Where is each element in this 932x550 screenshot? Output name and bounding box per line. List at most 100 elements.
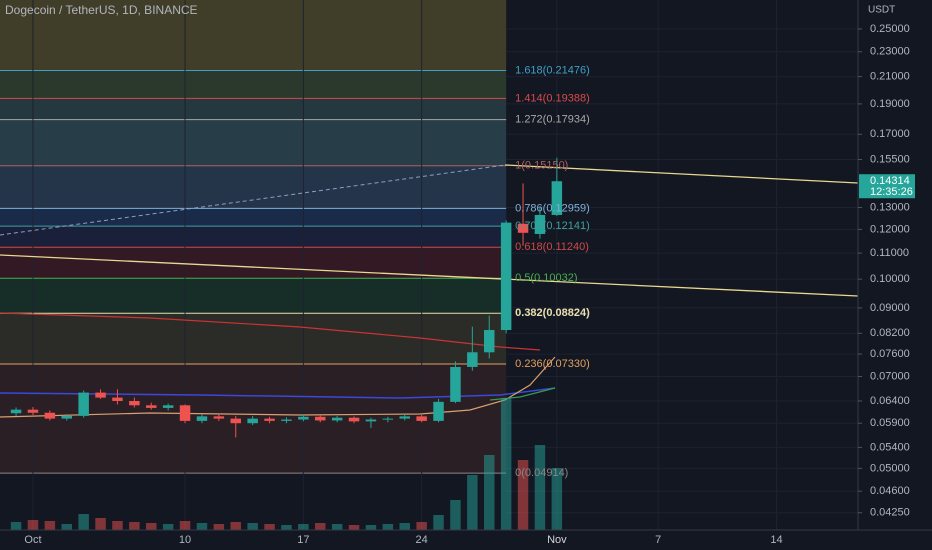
volume-bar [112, 521, 123, 530]
fib-trend [0, 164, 506, 236]
candle-body [10, 409, 22, 414]
x-tick-label: Nov [547, 534, 567, 546]
candle-body [433, 401, 444, 421]
volume-bar [264, 524, 275, 530]
y-tick-label: 0.23000 [870, 46, 910, 58]
fib-label: 0.382(0.08824) [515, 307, 590, 319]
x-tick-label: 7 [655, 534, 661, 546]
volume-bar [331, 524, 343, 530]
volume-bar [247, 523, 258, 530]
axes: 0.25000 0.23000 0.21000 0.19000 0.17000 0.155… [24, 23, 915, 546]
fib-labels: 1.618(0.21476) 1.414(0.19388) 1.272(0.1793… [515, 64, 590, 479]
candle-body [230, 418, 241, 424]
candle-body [27, 409, 39, 413]
candle-body [213, 416, 225, 419]
y-tick-label: 0.17000 [870, 128, 910, 140]
volume-bar [500, 398, 512, 530]
candle-body [129, 400, 140, 406]
candle-body [247, 418, 258, 424]
ma-red [0, 312, 541, 351]
candle-body [382, 418, 394, 420]
candle-body [416, 416, 427, 421]
candle-body [264, 418, 275, 421]
candle-body [517, 223, 529, 233]
volume-bar [517, 460, 529, 530]
fib-zone [0, 278, 507, 314]
volume-bar [61, 524, 72, 530]
volume-bar [230, 522, 241, 530]
candle-body [78, 392, 89, 416]
volume-bar [450, 500, 461, 530]
volume-bar [534, 445, 546, 530]
fib-label: 1.414(0.19388) [515, 92, 590, 104]
fib-label: 0.236(0.07330) [515, 358, 590, 370]
candle-body [196, 416, 208, 421]
volume-bar [484, 455, 495, 530]
candle-body [112, 397, 123, 401]
fib-zone [0, 70, 507, 99]
volume-bar [382, 524, 394, 530]
countdown: 12:35:26 [870, 186, 913, 198]
fib-label: 0.705(0.12141) [515, 220, 590, 232]
y-tick-label: 0.19000 [870, 98, 910, 110]
x-tick-label: 17 [297, 534, 309, 546]
y-tick-label: 0.06400 [870, 395, 910, 407]
candle-body [467, 352, 478, 367]
y-tick-label: 0.05400 [870, 441, 910, 453]
volume-bar [416, 522, 427, 530]
volume-bar [10, 522, 22, 530]
y-tick-label: 0.07000 [870, 370, 910, 382]
volume-bar [196, 523, 208, 530]
volume-bar [129, 522, 140, 530]
y-tick-label: 0.25000 [870, 23, 910, 35]
candle-body [399, 416, 410, 419]
fib-label: 0.618(0.11240) [515, 241, 589, 253]
y-tick-label: 0.04600 [870, 485, 910, 497]
candle-body [450, 366, 461, 402]
volume-bar [467, 475, 478, 530]
candle-body [348, 417, 360, 422]
axis-title: USDT [868, 5, 895, 16]
volume-bar [433, 515, 444, 530]
fib-zone [0, 98, 507, 120]
candle-body [146, 405, 157, 408]
volume-bar [213, 524, 225, 530]
x-tick-label: 10 [179, 534, 191, 546]
y-tick-label: 0.08200 [870, 327, 910, 339]
candle-body [331, 417, 343, 421]
indicators [0, 164, 859, 418]
candle-body [298, 416, 309, 420]
price-axis [858, 0, 932, 550]
y-tick-label: 0.15500 [870, 153, 910, 165]
trend-line [0, 254, 859, 297]
volume-bar [315, 523, 326, 530]
y-tick-label: 0.21000 [870, 70, 910, 82]
ma-orange [0, 356, 556, 418]
y-tick-label: 0.07600 [870, 348, 910, 360]
volume [10, 398, 563, 530]
volume-bar [365, 525, 377, 530]
fib-label: 1(0.15150) [515, 160, 568, 172]
y-tick-label: 0.13000 [870, 201, 910, 213]
fib-zone [0, 165, 507, 209]
candle-body [551, 181, 563, 215]
candle-body [281, 419, 292, 421]
fib-label: 0(0.04914) [515, 467, 568, 479]
y-tick-label: 0.04250 [870, 507, 910, 519]
y-tick-label: 0.12000 [870, 223, 910, 235]
volume-bar [348, 525, 360, 530]
fib-label: 0.786(0.12959) [515, 202, 590, 214]
x-tick-label: 24 [416, 534, 428, 546]
fib-label: 1.618(0.21476) [515, 64, 590, 76]
fib-zone [0, 226, 507, 248]
candle-body [534, 214, 546, 234]
volume-bar [298, 524, 309, 530]
fib-zones [0, 0, 507, 474]
trend-line [504, 164, 859, 184]
volume-bar [281, 525, 292, 530]
fib-label: 0.5(0.10032) [515, 272, 577, 284]
y-tick-label: 0.05000 [870, 462, 910, 474]
candle-body [484, 330, 495, 353]
candle-body [315, 416, 326, 421]
